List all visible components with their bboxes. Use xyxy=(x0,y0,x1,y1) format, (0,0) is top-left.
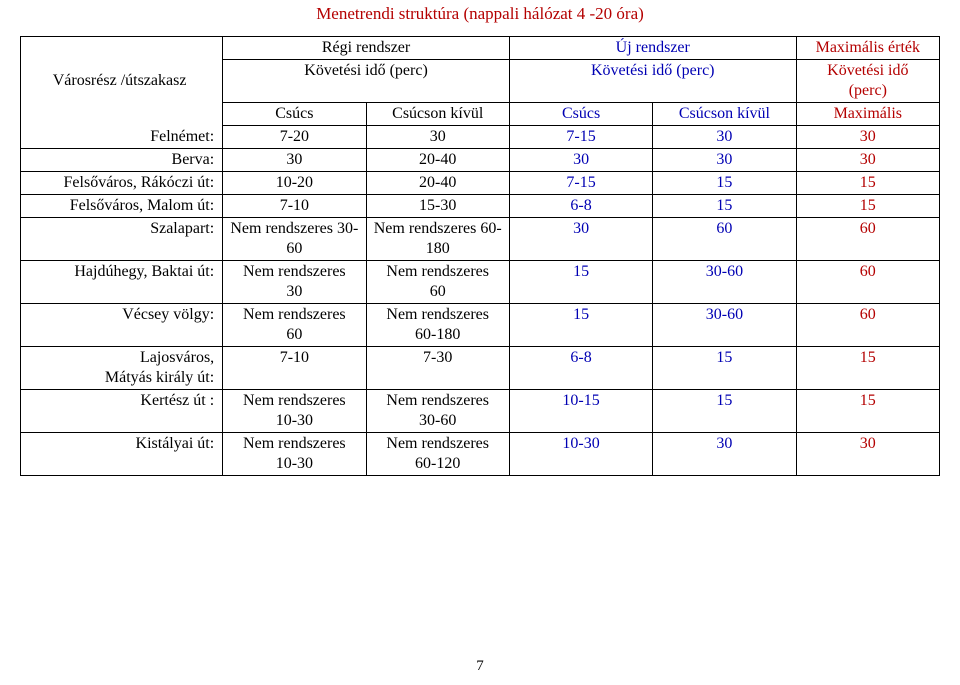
table-row: Hajdúhegy, Baktai út:Nem rendszeres30Nem… xyxy=(21,261,940,304)
cell: 30 xyxy=(653,149,796,172)
cell: 60 xyxy=(796,261,939,304)
cell: 15 xyxy=(796,172,939,195)
row-label: Berva: xyxy=(21,149,223,172)
cell: Nem rendszeres10-30 xyxy=(223,390,366,433)
col-max: Maximális érték xyxy=(796,37,939,60)
cell: 60 xyxy=(796,218,939,261)
page-title: Menetrendi struktúra (nappali hálózat 4 … xyxy=(20,4,940,24)
table-row: Felnémet:7-20307-153030 xyxy=(21,126,940,149)
table-row: Kistályai út:Nem rendszeres10-30Nem rend… xyxy=(21,433,940,476)
row-label: Kertész út : xyxy=(21,390,223,433)
sub-regi: Követési idő (perc) xyxy=(223,60,510,103)
h-csucs-1: Csúcs xyxy=(223,103,366,126)
cell: 30 xyxy=(653,126,796,149)
cell: 15 xyxy=(509,261,652,304)
cell: 7-10 xyxy=(223,347,366,390)
cell: Nem rendszeres30 xyxy=(223,261,366,304)
cell: Nem rendszeres10-30 xyxy=(223,433,366,476)
cell: 20-40 xyxy=(366,149,509,172)
cell: 15 xyxy=(796,195,939,218)
cell: 30-60 xyxy=(653,304,796,347)
table-row: Városrész /útszakaszRégi rendszerÚj rend… xyxy=(21,37,940,60)
col-uj: Új rendszer xyxy=(509,37,796,60)
cell: 20-40 xyxy=(366,172,509,195)
cell: 30 xyxy=(796,149,939,172)
cell: 60 xyxy=(796,304,939,347)
cell: 7-15 xyxy=(509,172,652,195)
row-label: Lajosváros,Mátyás király út: xyxy=(21,347,223,390)
row-label: Vécsey völgy: xyxy=(21,304,223,347)
cell: 15 xyxy=(653,195,796,218)
cell: 15-30 xyxy=(366,195,509,218)
cell: 7-10 xyxy=(223,195,366,218)
cell: 7-20 xyxy=(223,126,366,149)
cell: Nem rendszeres 60-180 xyxy=(366,218,509,261)
h-csucsonk-1: Csúcson kívül xyxy=(366,103,509,126)
cell: 30 xyxy=(509,149,652,172)
cell: 30 xyxy=(509,218,652,261)
sub-max: Követési idő(perc) xyxy=(796,60,939,103)
cell: 60 xyxy=(653,218,796,261)
cell: 7-30 xyxy=(366,347,509,390)
cell: 15 xyxy=(796,347,939,390)
cell: 15 xyxy=(653,390,796,433)
cell: 10-20 xyxy=(223,172,366,195)
cell: 30 xyxy=(653,433,796,476)
cell: 15 xyxy=(509,304,652,347)
cell: 30 xyxy=(223,149,366,172)
cell: Nem rendszeres30-60 xyxy=(366,390,509,433)
row-header-label: Városrész /útszakasz xyxy=(21,37,223,126)
cell: Nem rendszeres60 xyxy=(223,304,366,347)
cell: Nem rendszeres60 xyxy=(366,261,509,304)
cell: 15 xyxy=(796,390,939,433)
cell: 7-15 xyxy=(509,126,652,149)
table-row: Berva:3020-40303030 xyxy=(21,149,940,172)
row-label: Hajdúhegy, Baktai út: xyxy=(21,261,223,304)
table-row: Lajosváros,Mátyás király út:7-107-306-81… xyxy=(21,347,940,390)
cell: 6-8 xyxy=(509,347,652,390)
h-csucs-2: Csúcs xyxy=(509,103,652,126)
col-regi: Régi rendszer xyxy=(223,37,510,60)
row-label: Felnémet: xyxy=(21,126,223,149)
cell: 10-30 xyxy=(509,433,652,476)
schedule-table: Városrész /útszakaszRégi rendszerÚj rend… xyxy=(20,36,940,476)
sub-uj: Követési idő (perc) xyxy=(509,60,796,103)
cell: 30 xyxy=(796,433,939,476)
page-number: 7 xyxy=(0,658,960,675)
cell: 30-60 xyxy=(653,261,796,304)
cell: 6-8 xyxy=(509,195,652,218)
table-row: Szalapart:Nem rendszeres 30-60Nem rendsz… xyxy=(21,218,940,261)
cell: 15 xyxy=(653,172,796,195)
cell: 10-15 xyxy=(509,390,652,433)
row-label: Felsőváros, Rákóczi út: xyxy=(21,172,223,195)
table-row: Felsőváros, Malom út:7-1015-306-81515 xyxy=(21,195,940,218)
table-row: Kertész út :Nem rendszeres10-30Nem rends… xyxy=(21,390,940,433)
row-label: Szalapart: xyxy=(21,218,223,261)
cell: Nem rendszeres60-180 xyxy=(366,304,509,347)
cell: Nem rendszeres 30-60 xyxy=(223,218,366,261)
cell: 30 xyxy=(796,126,939,149)
row-label: Felsőváros, Malom út: xyxy=(21,195,223,218)
h-csucsonk-2: Csúcson kívül xyxy=(653,103,796,126)
table-row: Vécsey völgy:Nem rendszeres60Nem rendsze… xyxy=(21,304,940,347)
cell: 30 xyxy=(366,126,509,149)
cell: Nem rendszeres60-120 xyxy=(366,433,509,476)
cell: 15 xyxy=(653,347,796,390)
row-label: Kistályai út: xyxy=(21,433,223,476)
table-row: Felsőváros, Rákóczi út:10-2020-407-15151… xyxy=(21,172,940,195)
h-max: Maximális xyxy=(796,103,939,126)
